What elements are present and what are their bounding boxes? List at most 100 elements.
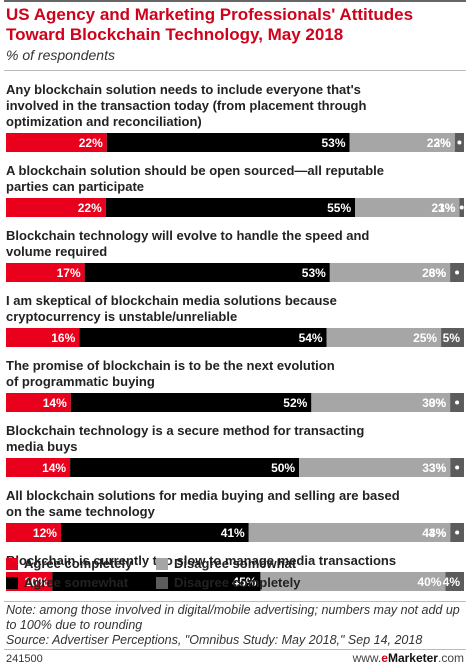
- bar-segment-disagree-somewhat: [299, 458, 451, 477]
- question-label: Blockchain technology is a secure method…: [6, 423, 364, 438]
- legend-item-agree-somewhat: Agree somewhat: [6, 575, 128, 590]
- data-label: 5%: [443, 331, 461, 345]
- bar-segment-agree-somewhat: [60, 523, 249, 542]
- note-text: Note: among those involved in digital/mo…: [6, 603, 460, 632]
- small-segment-marker: [455, 465, 460, 470]
- data-label: 1%: [438, 201, 456, 215]
- question-label: media buys: [6, 439, 78, 454]
- bar-segment-agree-somewhat: [70, 393, 312, 412]
- question-label: volume required: [6, 244, 107, 259]
- brand-logo[interactable]: www.eMarketer.com: [353, 651, 464, 665]
- bar-segment-agree-completely: [6, 458, 71, 477]
- bar-segment-agree-completely: [6, 133, 107, 152]
- question-label: optimization and reconciliation): [6, 114, 202, 129]
- chart-title: US Agency and Marketing Professionals' A…: [6, 5, 414, 44]
- legend-swatch-disagree-completely: [156, 576, 168, 589]
- data-label: 22%: [78, 201, 102, 215]
- question-label: cryptocurrency is unstable/unreliable: [6, 309, 237, 324]
- legend-label: Agree completely: [24, 556, 133, 571]
- question-label: on the same technology: [6, 504, 156, 519]
- question-label: Blockchain technology will evolve to han…: [6, 228, 369, 243]
- bar-segment-agree-completely: [6, 328, 80, 347]
- footer-divider: [4, 649, 466, 650]
- header-divider: [4, 70, 466, 71]
- data-label: 3%: [429, 266, 447, 280]
- bar-segment-disagree-somewhat: [248, 523, 451, 542]
- question-label: involved in the transaction today (from …: [6, 98, 366, 113]
- bar-segment-agree-completely: [6, 393, 71, 412]
- data-label: 52%: [283, 396, 307, 410]
- chart-id: 241500: [6, 653, 43, 665]
- data-label: 12%: [33, 526, 57, 540]
- data-label: 44%: [422, 526, 446, 540]
- legend-item-agree-completely: Agree completely: [6, 556, 132, 571]
- question-label: I am skeptical of blockchain media solut…: [6, 293, 337, 308]
- legend-item-disagree-somewhat: Disagree somewhat: [156, 556, 296, 571]
- brand-e: e: [381, 651, 388, 665]
- data-label: 3%: [429, 526, 447, 540]
- question-label: parties can participate: [6, 179, 144, 194]
- bar-segment-disagree-somewhat: [260, 572, 446, 591]
- data-label: 54%: [299, 331, 323, 345]
- small-segment-marker: [459, 205, 464, 210]
- chart-subtitle: % of respondents: [6, 47, 115, 63]
- data-label: 41%: [221, 526, 245, 540]
- bar-segment-disagree-somewhat: [349, 133, 455, 152]
- data-label: 3%: [429, 461, 447, 475]
- bar-segment-disagree-somewhat: [311, 393, 451, 412]
- legend-swatch-agree-somewhat: [6, 576, 18, 589]
- legend-label: Disagree somewhat: [174, 556, 297, 571]
- legend-label: Agree somewhat: [24, 575, 129, 590]
- question-label: Any blockchain solution needs to include…: [6, 82, 361, 97]
- data-label: 10%: [24, 575, 48, 589]
- small-segment-marker: [455, 400, 460, 405]
- small-segment-marker: [455, 530, 460, 535]
- bar-segment-agree-completely: [6, 523, 61, 542]
- bar-segment-disagree-completely: [445, 572, 464, 591]
- data-label: 53%: [321, 136, 345, 150]
- brand-prefix: www.: [352, 651, 382, 665]
- data-label: 2%: [433, 136, 451, 150]
- data-label: 40%: [417, 575, 441, 589]
- legend-swatch-disagree-somewhat: [156, 557, 168, 570]
- bar-segment-agree-completely: [6, 263, 85, 282]
- data-label: 14%: [43, 396, 67, 410]
- data-label: 25%: [413, 331, 437, 345]
- data-label: 30%: [422, 396, 446, 410]
- bar-segment-disagree-somewhat: [329, 263, 451, 282]
- data-label: 16%: [51, 331, 75, 345]
- bar-segment-agree-somewhat: [105, 198, 356, 217]
- bar-segment-agree-somewhat: [70, 458, 300, 477]
- data-label: 26%: [422, 266, 446, 280]
- data-label: 22%: [79, 136, 103, 150]
- bar-segment-agree-completely: [6, 198, 106, 217]
- data-label: 55%: [327, 201, 351, 215]
- question-label: All blockchain solutions for media buyin…: [6, 488, 400, 503]
- data-label: 23%: [431, 201, 455, 215]
- bar-segment-disagree-somewhat: [326, 328, 442, 347]
- data-label: 17%: [57, 266, 81, 280]
- data-label: 33%: [422, 461, 446, 475]
- bar-segment-disagree-completely: [441, 328, 464, 347]
- question-label: A blockchain solution should be open sou…: [6, 163, 384, 178]
- bar-segment-agree-somewhat: [79, 328, 327, 347]
- data-label: 50%: [271, 461, 295, 475]
- legend-swatch-agree-completely: [6, 557, 18, 570]
- notes-divider: [4, 601, 466, 602]
- question-label: Blockchain is currently too slow to mana…: [6, 553, 396, 568]
- legend-item-disagree-completely: Disagree completely: [156, 575, 300, 590]
- bar-segment-disagree-somewhat: [355, 198, 460, 217]
- data-label: 23%: [427, 136, 451, 150]
- source-text: Source: Advertiser Perceptions, "Omnibus…: [6, 633, 423, 647]
- data-label: 14%: [42, 461, 66, 475]
- bar-segment-agree-somewhat: [106, 133, 350, 152]
- data-label: 45%: [232, 575, 256, 589]
- brand-name-rest: Marketer: [387, 651, 438, 665]
- bar-segment-agree-somewhat: [84, 263, 330, 282]
- question-label: The promise of blockchain is to be the n…: [6, 358, 335, 373]
- legend-label: Disagree completely: [174, 575, 301, 590]
- question-label: of programmatic buying: [6, 374, 155, 389]
- data-label: 53%: [302, 266, 326, 280]
- small-segment-marker: [457, 140, 462, 145]
